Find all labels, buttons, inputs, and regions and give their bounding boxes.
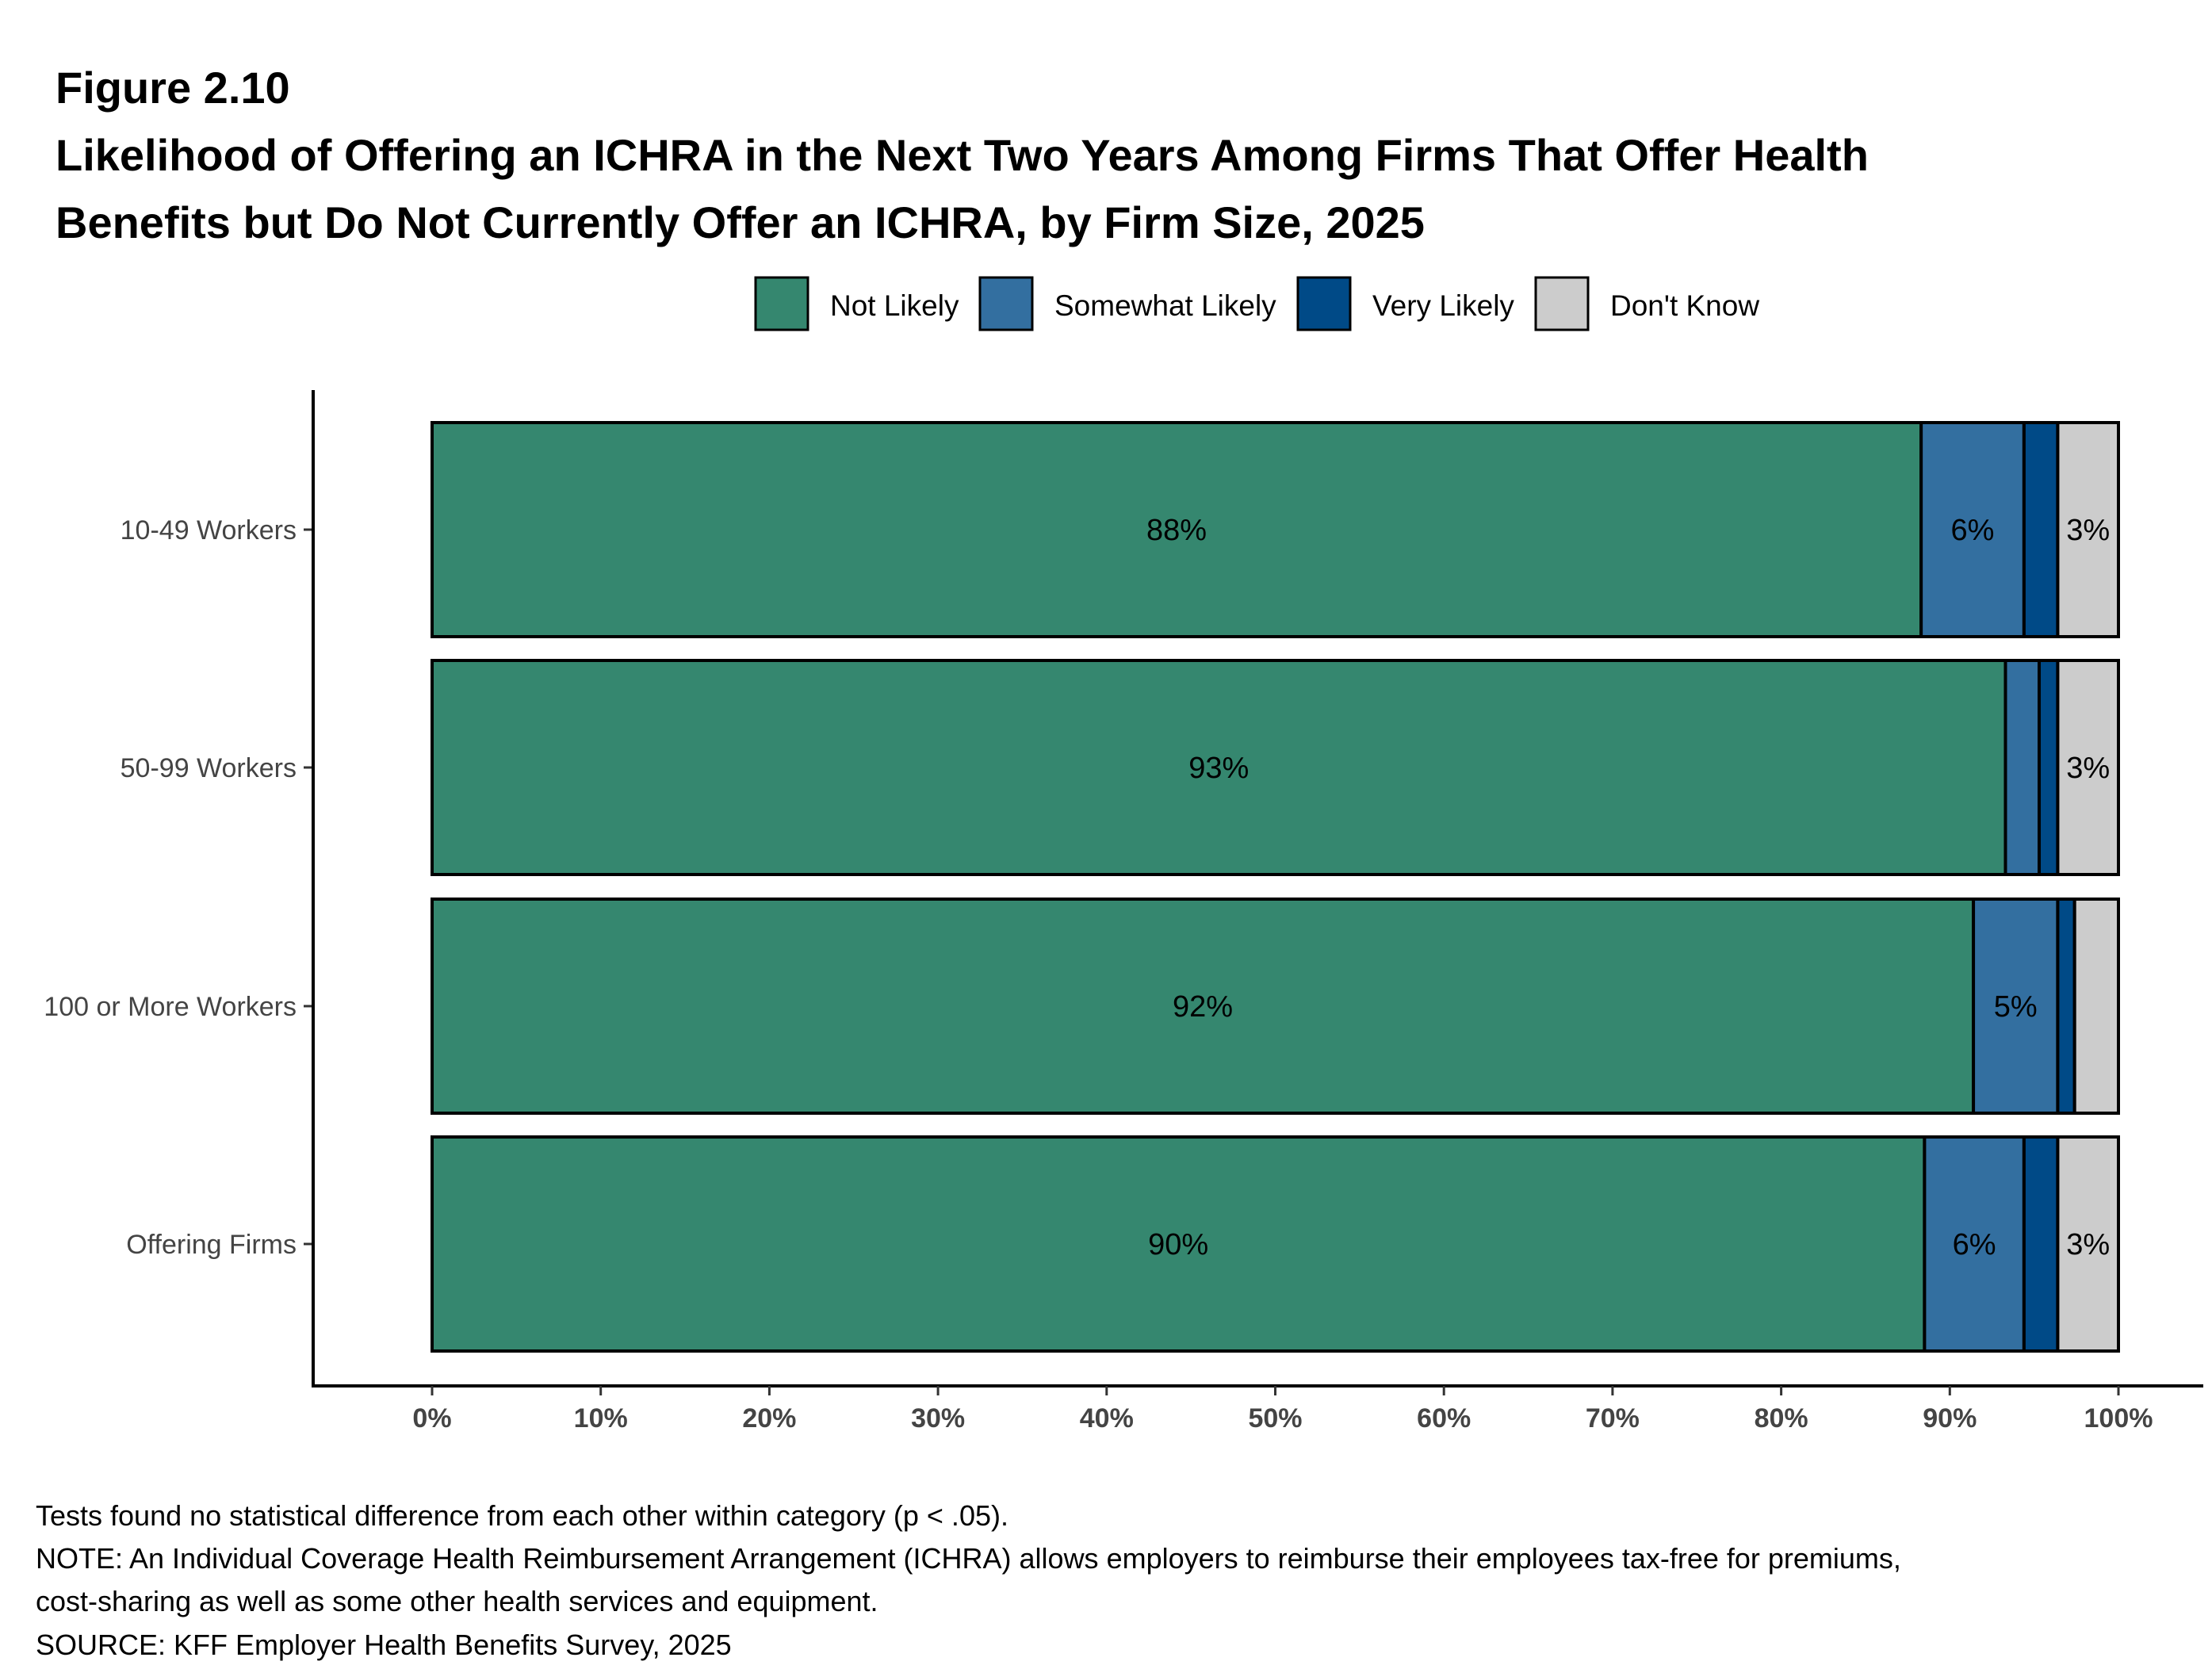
footnote-source: SOURCE: KFF Employer Health Benefits Sur… — [36, 1629, 732, 1661]
data-label: 88% — [1146, 514, 1207, 547]
x-tick-label: 0% — [412, 1403, 451, 1433]
x-ticks: 0% 10% 20% 30% 40% 50% 60% 70% 80% 90% 100% — [412, 1386, 2153, 1433]
x-tick-label: 50% — [1248, 1403, 1302, 1433]
bar-segment — [2056, 1135, 2120, 1353]
bar-segment — [2022, 421, 2060, 638]
footnote-note-2: cost-sharing as well as some other healt… — [36, 1585, 878, 1617]
bar-segment — [431, 659, 2007, 876]
data-label: 90% — [1148, 1228, 1208, 1261]
bar-segment — [2072, 898, 2120, 1115]
bar-segment — [2056, 421, 2120, 638]
bar-segment — [2022, 1135, 2060, 1353]
legend-swatch — [1296, 276, 1352, 331]
legend-swatch — [754, 276, 809, 331]
footnote-stat: Tests found no statistical difference fr… — [36, 1499, 1008, 1532]
x-tick-label: 10% — [574, 1403, 628, 1433]
x-tick-label: 20% — [742, 1403, 796, 1433]
data-label: 92% — [1173, 990, 1233, 1024]
legend: Not Likely Somewhat Likely Very Likely Don'… — [754, 276, 1759, 331]
category-label: 10-49 Workers — [121, 515, 297, 545]
x-tick-label: 80% — [1755, 1403, 1808, 1433]
bar-segment — [2003, 659, 2042, 876]
x-tick-label: 100% — [2084, 1403, 2153, 1433]
category-label: 100 or More Workers — [44, 992, 297, 1022]
bar-segment — [2056, 659, 2120, 876]
category-label: Offering Firms — [126, 1230, 297, 1260]
footnote-note-1: NOTE: An Individual Coverage Health Reim… — [36, 1542, 1901, 1575]
bar-segment — [431, 898, 1976, 1115]
data-label: 3% — [2066, 1228, 2110, 1261]
data-label: 93% — [1188, 752, 1249, 785]
chart-title-line-2: Benefits but Do Not Currently Offer an I… — [55, 197, 1425, 247]
bars: 10-49 Workers 88% 6% 3% 50-99 Workers 93% 3% 10… — [44, 421, 2120, 1353]
legend-label: Very Likely — [1372, 289, 1514, 322]
legend-label: Not Likely — [830, 289, 959, 322]
data-label: 5% — [1994, 990, 2038, 1024]
chart-title-line-1: Likelihood of Offering an ICHRA in the N… — [55, 130, 1869, 180]
data-label: 3% — [2066, 752, 2110, 785]
data-label: 3% — [2066, 514, 2110, 547]
legend-swatch — [1534, 276, 1590, 331]
legend-label: Somewhat Likely — [1054, 289, 1276, 322]
x-tick-label: 30% — [911, 1403, 965, 1433]
data-label: 6% — [1953, 1228, 1996, 1261]
x-tick-label: 90% — [1923, 1403, 1977, 1433]
legend-label: Don't Know — [1610, 289, 1759, 322]
bar-segment — [2038, 659, 2060, 876]
category-label: 50-99 Workers — [121, 753, 297, 783]
bar-segment — [1923, 1135, 2026, 1353]
x-tick-label: 60% — [1417, 1403, 1471, 1433]
x-tick-label: 70% — [1586, 1403, 1640, 1433]
legend-swatch — [978, 276, 1034, 331]
bar-segment — [431, 421, 1923, 638]
x-tick-label: 40% — [1080, 1403, 1134, 1433]
data-label: 6% — [1951, 514, 1995, 547]
figure-label: Figure 2.10 — [55, 63, 290, 113]
bar-segment — [2056, 898, 2076, 1115]
bar-segment — [1919, 421, 2026, 638]
